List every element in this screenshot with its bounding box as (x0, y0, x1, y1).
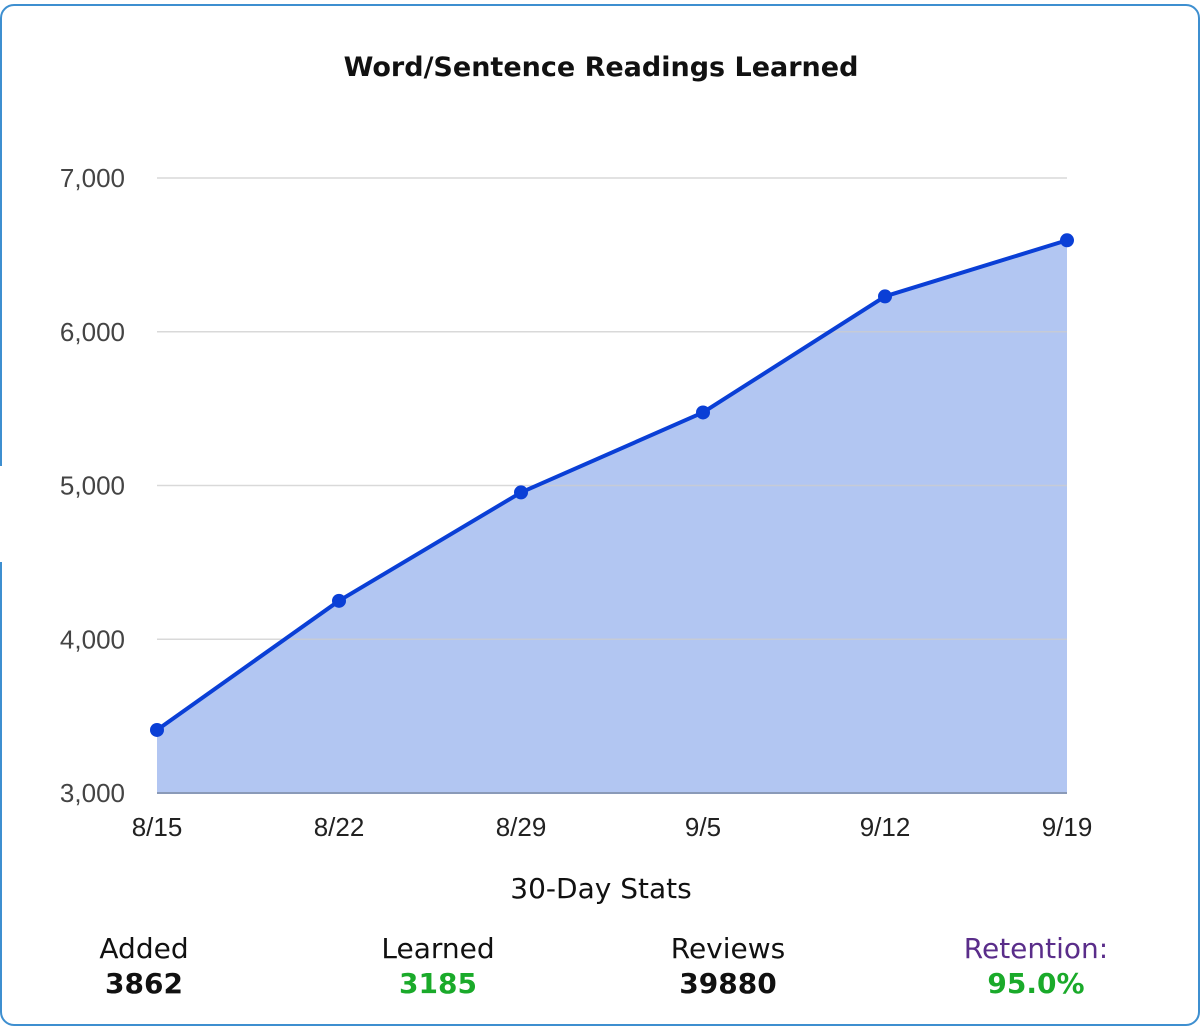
x-tick-label: 8/15 (132, 812, 183, 842)
stat-retention: Retention: 95.0% (936, 932, 1136, 1002)
stat-learned-value: 3185 (399, 967, 477, 1000)
area-fill (157, 240, 1067, 794)
y-tick-label: 4,000 (60, 624, 125, 654)
x-tick-label: 9/19 (1042, 812, 1093, 842)
stat-learned-label: Learned (381, 932, 495, 965)
stat-added-label: Added (99, 932, 189, 965)
x-tick-label: 9/12 (860, 812, 911, 842)
stat-added-value: 3862 (105, 967, 183, 1000)
stat-learned: Learned 3185 (338, 932, 538, 1002)
stat-added: Added 3862 (44, 932, 244, 1002)
y-tick-label: 6,000 (60, 317, 125, 347)
x-tick-label: 8/29 (496, 812, 547, 842)
y-tick-label: 7,000 (60, 163, 125, 193)
data-point (332, 593, 346, 608)
chart-title: Word/Sentence Readings Learned (343, 52, 859, 83)
x-tick-label: 9/5 (685, 812, 721, 842)
stats-title: 30-Day Stats (510, 872, 692, 905)
data-point (150, 722, 164, 737)
data-point (1060, 233, 1074, 248)
stat-reviews-label: Reviews (670, 932, 786, 965)
data-point (514, 485, 528, 500)
stat-reviews-value: 39880 (679, 967, 777, 1000)
data-point (696, 405, 710, 420)
x-tick-label: 8/22 (314, 812, 365, 842)
series-line (155, 238, 1068, 732)
y-tick-label: 3,000 (60, 778, 125, 808)
card-edge-gap (0, 466, 5, 562)
y-tick-label: 5,000 (60, 471, 125, 501)
data-point (878, 289, 892, 304)
chart-plot: 3,000 4,000 5,000 6,000 7,000 8/15 8/22 8/29 9/5… (60, 163, 1093, 842)
stat-retention-value: 95.0% (987, 967, 1085, 1000)
stat-reviews: Reviews 39880 (628, 932, 828, 1002)
stat-retention-label: Retention: (963, 932, 1109, 965)
